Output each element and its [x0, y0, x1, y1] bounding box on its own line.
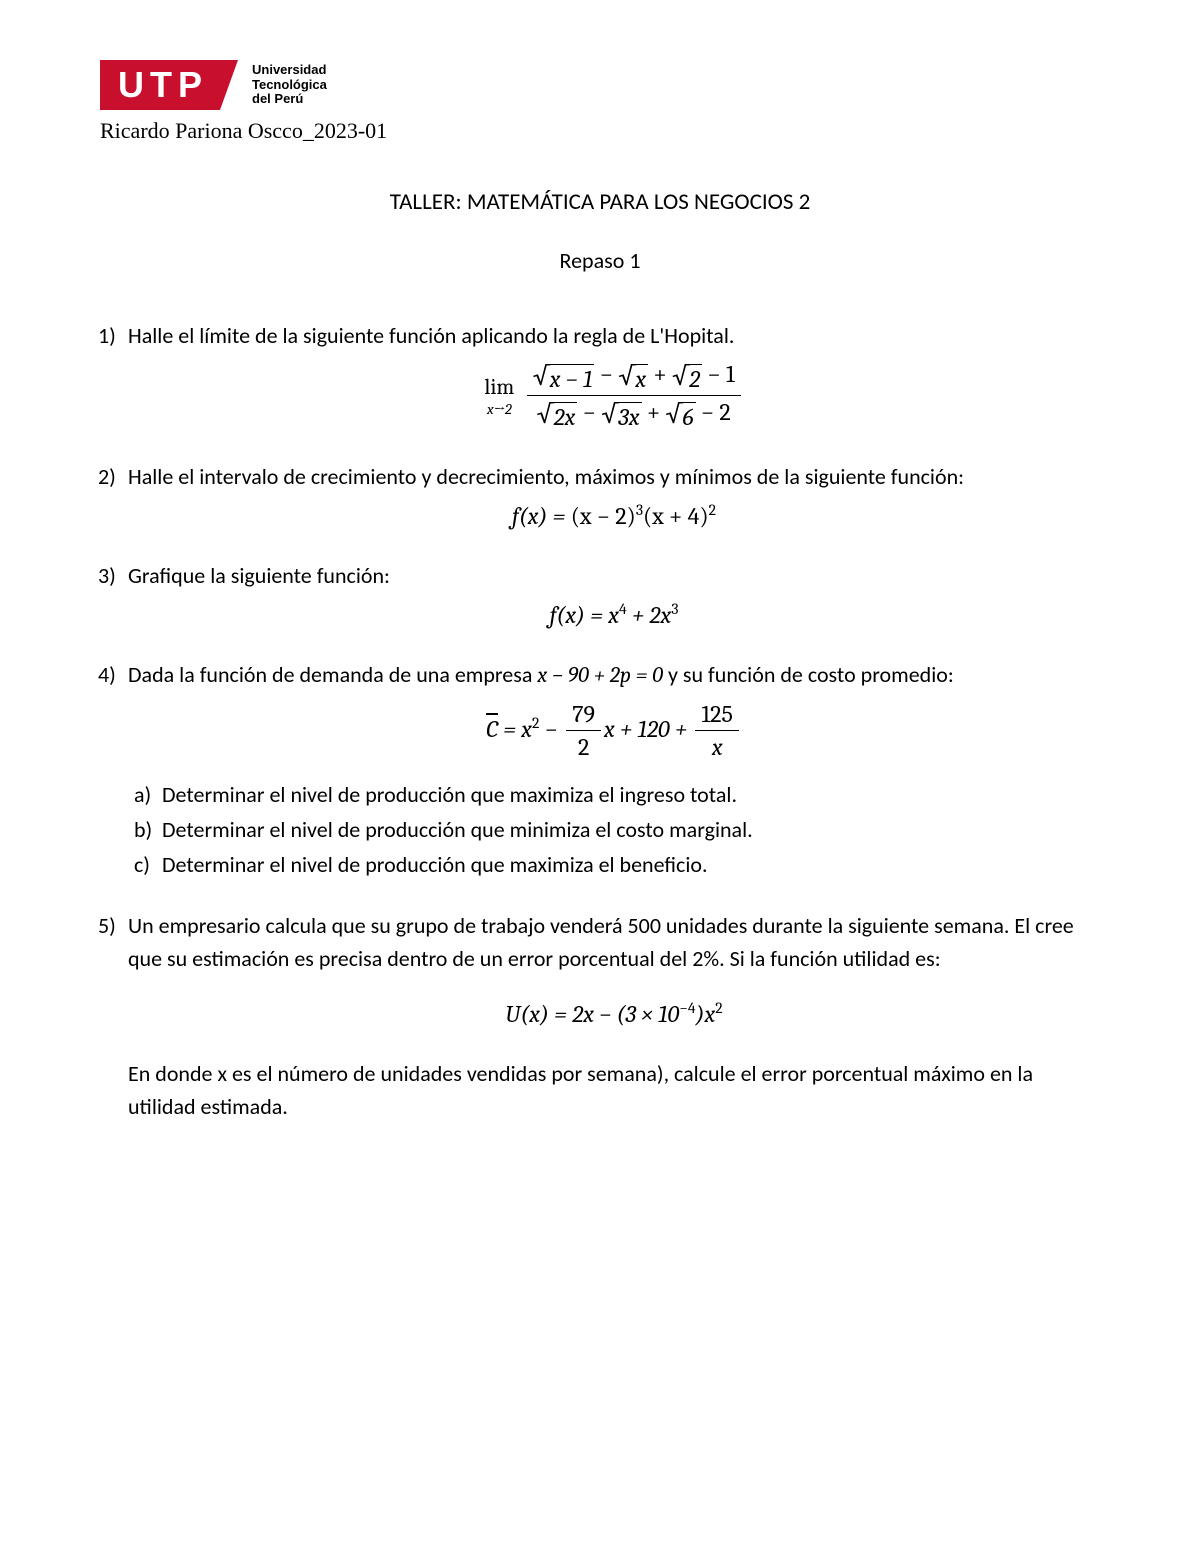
- question-list: 1)Halle el límite de la siguiente funció…: [100, 319, 1100, 1124]
- q3-number: 3): [98, 559, 128, 592]
- q1-fraction: √x − 1 − √x + √2 − 1 √2x − √3x + √6 − 2: [527, 360, 741, 433]
- uni-line-3: del Perú: [252, 92, 327, 107]
- page-title: TALLER: MATEMÁTICA PARA LOS NEGOCIOS 2: [100, 185, 1100, 220]
- lim-label: lim: [484, 374, 514, 400]
- q4-frac1-num: 79: [566, 700, 601, 732]
- q5-rhs: )x: [696, 1000, 716, 1028]
- logo: UTP: [100, 60, 238, 110]
- q1-den-sqrt2: 3x: [616, 402, 641, 432]
- q2-text: Halle el intervalo de crecimiento y decr…: [128, 463, 964, 490]
- q1-num-op1: −: [600, 360, 613, 388]
- q2-exp-b: 2: [709, 501, 716, 519]
- q1-den-sqrt1: 2x: [552, 402, 578, 432]
- uni-line-2: Tecnológica: [252, 78, 327, 93]
- q4-inline-eq: x − 90 + 2p = 0: [537, 662, 663, 688]
- q4-frac1: 792: [566, 700, 601, 763]
- q3-text: Grafique la siguiente función:: [128, 562, 390, 589]
- logo-letters: UTP: [100, 60, 220, 110]
- q4-sublist: a)Determinar el nivel de producción que …: [128, 778, 1100, 881]
- author-line: Ricardo Pariona Oscco_2023-01: [100, 114, 1100, 147]
- q1-formula: lim x→2 √x − 1 − √x + √2 − 1 √2x − √3x +: [128, 360, 1100, 433]
- q3-exp2: 3: [671, 600, 678, 618]
- q5-sup: −4: [679, 999, 695, 1017]
- q3-lhs: f(x) = x: [550, 601, 619, 629]
- q4-frac1-den: 2: [566, 731, 601, 762]
- lim-sub: x→2: [484, 400, 514, 418]
- q1-num-sqrt3: 2: [687, 364, 702, 394]
- q5-lhs: U(x) = 2x − (3 × 10: [505, 1000, 679, 1028]
- q4-item-c: c)Determinar el nivel de producción que …: [162, 848, 1100, 881]
- q4-frac2-den: x: [695, 731, 738, 762]
- q5-number: 5): [98, 909, 128, 942]
- question-5: 5)Un empresario calcula que su grupo de …: [128, 909, 1100, 1123]
- q4-item-b: b)Determinar el nivel de producción que …: [162, 813, 1100, 846]
- question-4: 4)Dada la función de demanda de una empr…: [128, 658, 1100, 882]
- q2-exp-a: 3: [636, 501, 643, 519]
- q4-a-letter: a): [134, 778, 162, 811]
- q4-text-b: y su función de costo promedio:: [663, 661, 954, 688]
- q3-exp1: 4: [619, 600, 627, 618]
- q1-num-sqrt1: x − 1: [548, 364, 595, 394]
- q4-c-letter: c): [134, 848, 162, 881]
- q4-formula: C = x 2 − 792x + 120 + 125x: [128, 700, 1100, 763]
- q1-text: Halle el límite de la siguiente función …: [128, 322, 734, 349]
- page-subtitle: Repaso 1: [100, 244, 1100, 277]
- q2-lhs: f(x) =: [512, 502, 571, 530]
- q3-formula: f(x) = x4 + 2x3: [128, 600, 1100, 630]
- q1-den-op1: −: [583, 398, 596, 426]
- q4-cbar: C: [486, 715, 498, 744]
- q2-formula: f(x) = (x − 2)3(x + 4)2: [128, 501, 1100, 531]
- q1-den-op2: +: [647, 398, 660, 426]
- q5-text: Un empresario calcula que su grupo de tr…: [128, 912, 1074, 972]
- q1-den-tail: − 2: [701, 398, 731, 426]
- q4-item-a: a)Determinar el nivel de producción que …: [162, 778, 1100, 811]
- q4-b-letter: b): [134, 813, 162, 846]
- q4-text-a: Dada la función de demanda de una empres…: [128, 661, 537, 688]
- question-2: 2)Halle el intervalo de crecimiento y de…: [128, 460, 1100, 531]
- q4-minus: −: [539, 715, 563, 743]
- q4-a-text: Determinar el nivel de producción que ma…: [162, 781, 737, 808]
- q4-aftfrac1: x + 120 +: [604, 715, 693, 743]
- q2-rhs-b: (x + 4): [643, 502, 709, 530]
- q1-denominator: √2x − √3x + √6 − 2: [527, 396, 741, 432]
- q4-b-text: Determinar el nivel de producción que mi…: [162, 816, 753, 843]
- q5-tail: En donde x es el número de unidades vend…: [128, 1057, 1100, 1123]
- question-1: 1)Halle el límite de la siguiente funció…: [128, 319, 1100, 433]
- q4-number: 4): [98, 658, 128, 691]
- q5-formula: U(x) = 2x − (3 × 10−4)x2: [128, 999, 1100, 1029]
- q4-frac2-num: 125: [695, 700, 738, 732]
- logo-corner: [220, 60, 238, 110]
- q4-eq: = x: [498, 715, 532, 743]
- question-3: 3)Grafique la siguiente función: f(x) = …: [128, 559, 1100, 630]
- limit-symbol: lim x→2: [484, 374, 514, 418]
- q1-num-op2: +: [653, 360, 666, 388]
- q4-frac2: 125x: [695, 700, 738, 763]
- q4-c-text: Determinar el nivel de producción que ma…: [162, 851, 708, 878]
- q1-numerator: √x − 1 − √x + √2 − 1: [527, 360, 741, 397]
- header: UTP Universidad Tecnológica del Perú: [100, 60, 1100, 110]
- q1-number: 1): [98, 319, 128, 352]
- q1-num-sqrt2: x: [633, 364, 648, 394]
- uni-line-1: Universidad: [252, 63, 327, 78]
- q5-exp: 2: [715, 999, 722, 1017]
- university-name: Universidad Tecnológica del Perú: [252, 63, 327, 108]
- q2-number: 2): [98, 460, 128, 493]
- q2-rhs-a: (x − 2): [571, 502, 636, 530]
- q3-mid: + 2x: [627, 601, 672, 629]
- q1-num-tail: − 1: [707, 360, 734, 388]
